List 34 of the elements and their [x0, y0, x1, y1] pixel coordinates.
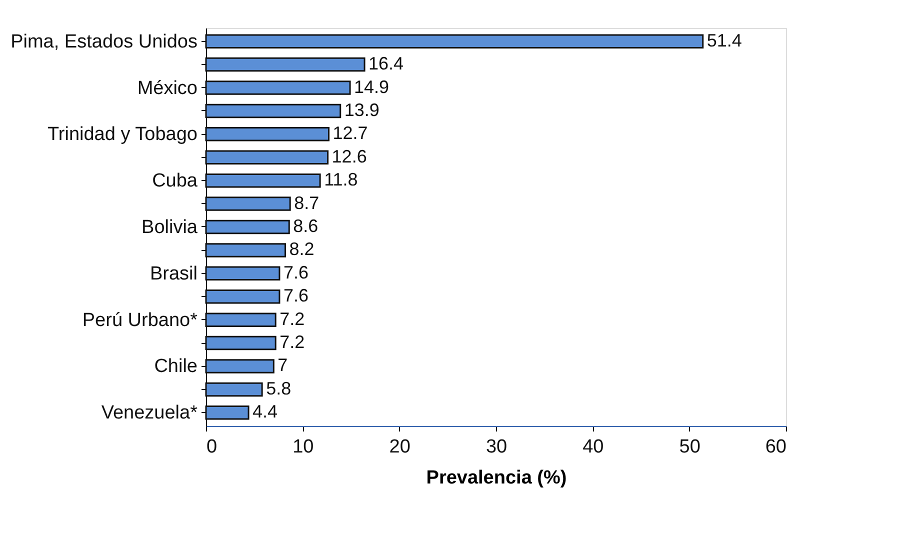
x-tick-label: 10: [292, 436, 314, 458]
data-label: 7.2: [280, 332, 305, 352]
x-tick-label: 0: [206, 436, 218, 458]
data-label: 8.7: [294, 192, 320, 213]
data-label: 4.4: [252, 402, 278, 422]
x-tick-label: 50: [679, 436, 700, 458]
x-tick-label: 40: [582, 436, 604, 458]
y-tick-label: Chile: [154, 356, 198, 378]
data-label: 12.6: [332, 146, 367, 166]
data-label: 13.9: [344, 100, 380, 120]
y-tick-label: Cuba: [152, 170, 198, 192]
data-label: 8.6: [293, 216, 318, 236]
y-tick-label: Perú Urbano*: [82, 310, 198, 331]
y-tick-label: Venezuela*: [101, 402, 198, 424]
x-axis-title: Prevalencia (%): [426, 468, 567, 488]
x-tick-label: 20: [389, 436, 410, 458]
data-label: 11.8: [324, 170, 358, 190]
data-label: 7: [278, 355, 288, 376]
y-tick-label: México: [137, 78, 198, 99]
data-label: 8.2: [289, 239, 314, 260]
y-tick-label: Trinidad y Tobago: [48, 124, 198, 146]
data-label: 16.4: [368, 54, 404, 74]
x-tick-label: 60: [765, 436, 786, 458]
data-label: 7.6: [283, 286, 308, 306]
y-tick-label: Bolivia: [142, 217, 198, 238]
y-tick-label: Brasil: [150, 263, 198, 284]
data-label: 5.8: [266, 378, 292, 398]
data-label: 51.4: [706, 30, 742, 50]
data-label: 12.7: [332, 123, 368, 144]
x-tick-label: 30: [486, 436, 508, 458]
data-label: 7.2: [280, 308, 305, 329]
y-tick-label: Pima, Estados Unidos: [10, 31, 198, 52]
data-label: 7.6: [283, 262, 308, 282]
data-label: 14.9: [354, 76, 390, 97]
